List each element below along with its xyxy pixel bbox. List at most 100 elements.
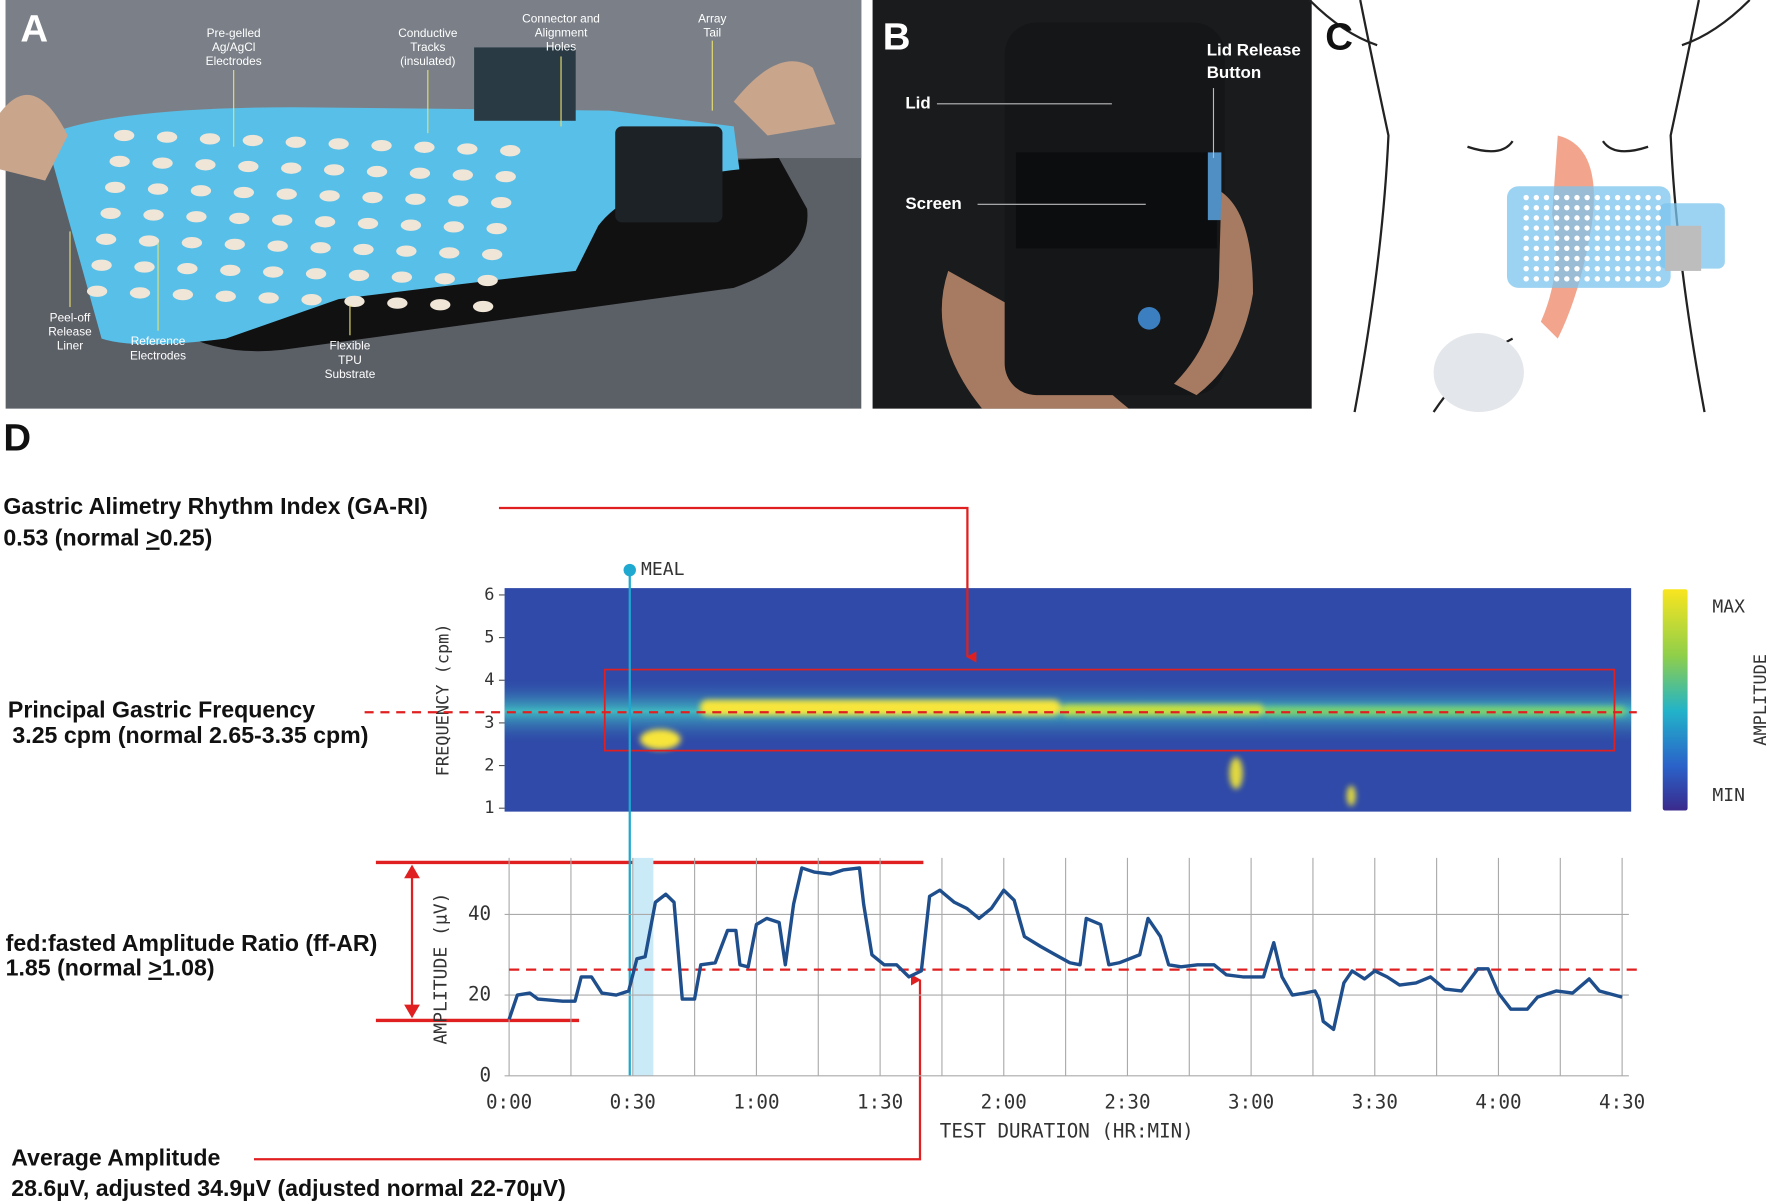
- array-dot: [1604, 225, 1611, 231]
- callout-text: Tracks: [410, 40, 445, 54]
- electrode-dot: [319, 190, 340, 202]
- electrode-dot: [181, 237, 203, 249]
- array-dot: [1604, 235, 1611, 241]
- array-dot: [1564, 225, 1570, 231]
- callout-text: Electrodes: [130, 348, 186, 362]
- array-dot: [1625, 194, 1631, 201]
- electrode-dot: [457, 143, 478, 155]
- array-dot: [1655, 194, 1661, 201]
- electrode-dot: [272, 214, 293, 226]
- electrode-dot: [138, 235, 160, 247]
- array-dot: [1574, 265, 1580, 272]
- electrode-dot: [263, 266, 284, 278]
- electrode-dot: [414, 141, 435, 153]
- y-tick-label: 3: [484, 712, 494, 732]
- electrode-dot: [109, 155, 130, 168]
- array-dot: [1635, 204, 1641, 211]
- electrode-dot: [258, 292, 279, 304]
- array-dot: [1564, 215, 1570, 221]
- electrode-dot: [439, 247, 460, 259]
- electrode-dot: [238, 160, 259, 173]
- callout-text: Release: [48, 325, 92, 339]
- electrode-dot: [477, 274, 498, 287]
- array-dot: [1543, 255, 1550, 262]
- array-dot: [1543, 204, 1550, 211]
- x-tick-label: 4:30: [1599, 1090, 1645, 1113]
- electrode-dot: [443, 221, 464, 233]
- array-dot: [1523, 194, 1529, 201]
- y-tick-label: 6: [484, 584, 494, 604]
- callout-text: Button: [1207, 63, 1262, 82]
- array-dot: [1564, 276, 1570, 282]
- array-dot: [1655, 215, 1661, 221]
- array-dot: [1523, 235, 1529, 241]
- array-dot: [1625, 215, 1631, 221]
- array-dot: [1655, 245, 1661, 252]
- electrode-dot: [387, 297, 408, 309]
- array-dot: [1614, 194, 1621, 201]
- x-tick-label: 3:30: [1352, 1090, 1398, 1113]
- array-dot: [1564, 235, 1570, 241]
- electrode-dot: [199, 133, 221, 145]
- y-tick-label: 40: [468, 902, 491, 925]
- array-dot: [1614, 235, 1621, 241]
- array-dot: [1594, 235, 1600, 241]
- array-dot: [1584, 255, 1590, 262]
- array-dot: [1553, 255, 1560, 262]
- panel-label: D: [3, 416, 31, 459]
- array-dot: [1564, 255, 1570, 262]
- callout-text: (insulated): [400, 54, 455, 68]
- y-axis-label: FREQUENCY (cpm): [433, 623, 453, 776]
- array-dot: [1604, 215, 1611, 221]
- array-dot: [1584, 204, 1590, 211]
- electrode-dot: [500, 145, 521, 157]
- meal-window: [632, 857, 654, 1076]
- array-dot: [1594, 204, 1600, 211]
- array-dot: [1625, 265, 1631, 272]
- annotation-title: Gastric Alimetry Rhythm Index (GA-RI): [3, 493, 427, 519]
- callout-text: Reference: [131, 334, 186, 348]
- callout-text: Electrodes: [206, 54, 262, 68]
- panel-a-leaders: [69, 40, 713, 336]
- array-dot: [1625, 245, 1631, 252]
- electrode-dot: [430, 299, 451, 311]
- electrode-dot: [434, 273, 455, 285]
- array-dot: [1604, 276, 1611, 282]
- array-dot: [1614, 245, 1621, 252]
- callout-text: Alignment: [535, 25, 588, 39]
- x-tick-label: 2:00: [981, 1090, 1027, 1113]
- annotation-value-part: 0.25): [160, 525, 213, 551]
- panel-c-organs: [1433, 135, 1725, 413]
- array-dot: [1645, 245, 1651, 252]
- x-axis-label: TEST DURATION (HR:MIN): [940, 1120, 1194, 1143]
- callout-text: TPU: [338, 353, 362, 367]
- array-dot: [1523, 245, 1529, 252]
- array-dot: [1645, 235, 1651, 241]
- array-dot: [1574, 276, 1580, 282]
- electrode-dot: [86, 285, 108, 297]
- x-tick-label: 1:30: [857, 1090, 903, 1113]
- array-dot: [1655, 255, 1661, 262]
- array-dot: [1635, 215, 1641, 221]
- array-dot: [1625, 276, 1631, 282]
- electrode-dot: [156, 131, 178, 143]
- array-dot: [1645, 204, 1651, 211]
- callout-text: Substrate: [325, 367, 376, 381]
- array-dot: [1543, 245, 1550, 252]
- colorbar-max: MAX: [1712, 596, 1745, 617]
- panel-a-photo: [0, 0, 862, 409]
- array-dot: [1564, 194, 1570, 201]
- electrode-dot: [448, 195, 469, 207]
- array-dot: [1533, 235, 1540, 241]
- array-dot: [1543, 265, 1550, 272]
- electrode-dot: [276, 188, 297, 200]
- array-dot: [1543, 276, 1550, 282]
- electrode-dot: [129, 287, 151, 299]
- array-dot: [1614, 204, 1621, 211]
- array-dot: [1543, 225, 1550, 231]
- electrode-dot: [152, 157, 173, 169]
- electrode-dot: [362, 191, 383, 204]
- array-dot: [1553, 194, 1560, 201]
- array-dot: [1574, 215, 1580, 221]
- array-dot: [1533, 194, 1540, 201]
